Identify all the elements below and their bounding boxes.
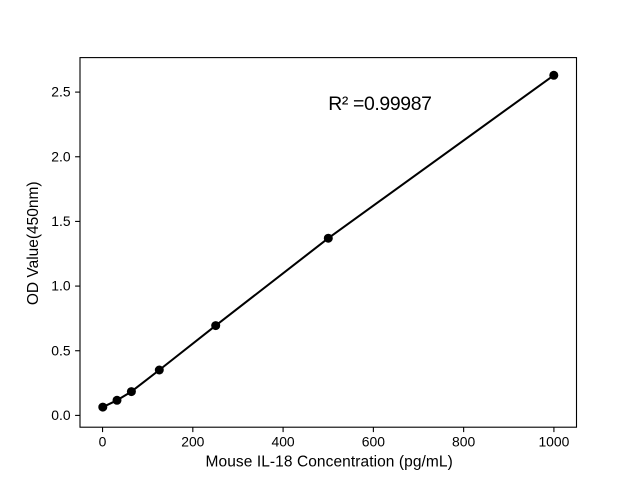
svg-text:1.0: 1.0 xyxy=(51,278,71,294)
svg-text:0.5: 0.5 xyxy=(51,342,71,358)
svg-text:OD Value(450nm): OD Value(450nm) xyxy=(25,181,42,305)
svg-text:0.0: 0.0 xyxy=(51,407,71,423)
svg-text:600: 600 xyxy=(362,433,385,449)
svg-text:800: 800 xyxy=(452,433,475,449)
svg-text:R² =0.99987: R² =0.99987 xyxy=(328,93,431,115)
svg-text:1.5: 1.5 xyxy=(51,213,71,229)
svg-text:200: 200 xyxy=(181,433,204,449)
svg-text:2.5: 2.5 xyxy=(51,84,71,100)
svg-text:Mouse IL-18 Concentration (pg/: Mouse IL-18 Concentration (pg/mL) xyxy=(206,453,453,470)
svg-text:1000: 1000 xyxy=(538,433,569,449)
svg-text:400: 400 xyxy=(271,433,294,449)
svg-text:2.0: 2.0 xyxy=(51,148,71,164)
svg-text:0: 0 xyxy=(99,433,107,449)
